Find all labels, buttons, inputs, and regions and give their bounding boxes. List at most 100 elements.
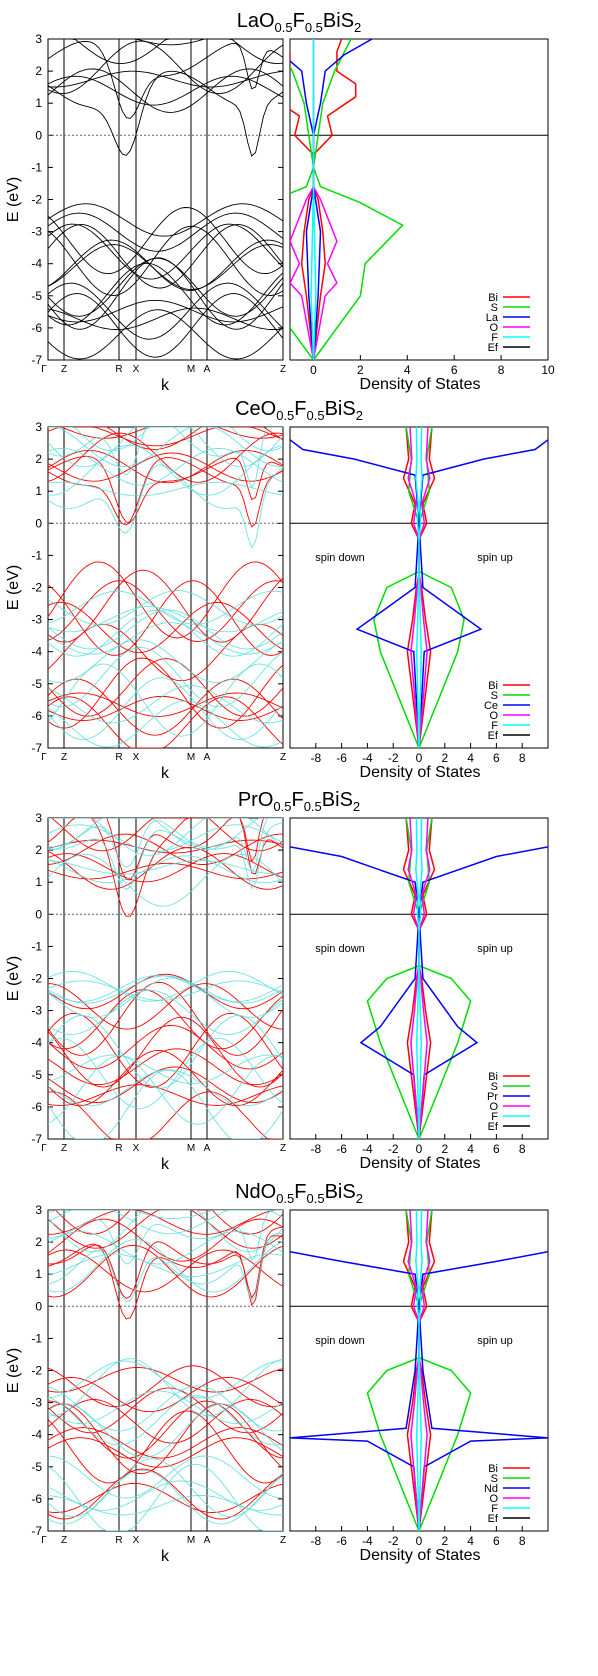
kpoint-label: Z [280, 1143, 286, 1154]
conduction-band [48, 432, 283, 483]
valence-band [48, 580, 283, 642]
conduction-band [48, 427, 283, 450]
conduction-band [48, 1210, 283, 1219]
y-tick-label: 2 [35, 843, 42, 857]
kpoint-label: A [204, 1535, 211, 1546]
kpoint-label: Z [280, 1535, 286, 1546]
kpoint-label: Z [61, 364, 67, 375]
dos-curve-f [310, 39, 317, 360]
dos-curves [290, 818, 548, 1139]
kpoint-label: M [187, 1535, 195, 1546]
legend-label: O [489, 1101, 498, 1113]
title-subscript: 0.5 [276, 408, 294, 423]
valence-band [48, 1494, 283, 1516]
x-tick-label: 0 [416, 1142, 423, 1156]
title-subscript: 2 [354, 20, 361, 35]
dos-x-label: Density of States [360, 764, 481, 781]
title-text: BiS [325, 398, 356, 420]
y-tick-label: -3 [31, 1396, 42, 1410]
x-tick-label: 0 [310, 363, 317, 377]
y-tick-label: -5 [31, 1460, 42, 1474]
conduction-band [48, 40, 283, 95]
conduction-band [48, 427, 283, 468]
x-axis-label: k [161, 765, 170, 782]
valence-band [48, 677, 283, 741]
band-lines [48, 1210, 283, 1531]
valence-band [48, 1012, 283, 1088]
title-text: PrO [238, 789, 274, 811]
valence-band [48, 696, 283, 748]
legend-label: Bi [488, 1463, 498, 1475]
valence-band [48, 1483, 283, 1513]
title-text: LaO [237, 10, 275, 32]
valence-band [48, 590, 283, 626]
x-tick-label: -8 [310, 1142, 321, 1156]
legend-label: Ef [488, 1121, 499, 1133]
valence-band [48, 282, 283, 340]
valence-band [48, 975, 283, 1004]
valence-band [48, 569, 283, 643]
kpoint-label: Z [61, 1143, 67, 1154]
annotation-spin-up: spin up [477, 1335, 512, 1347]
conduction-band [48, 853, 283, 883]
legend-label: Ef [488, 342, 499, 354]
kpoint-label: Γ [41, 752, 47, 763]
legend-label: S [491, 1473, 498, 1485]
legend-label: F [491, 332, 498, 344]
valence-band [48, 1048, 283, 1086]
valence-band [48, 1365, 283, 1408]
dos-x-label: Density of States [360, 376, 481, 393]
x-tick-label: -6 [336, 1534, 347, 1548]
kpoint-label: A [204, 364, 211, 375]
valence-band [48, 1066, 283, 1104]
valence-band [48, 239, 283, 292]
kpoint-label: X [133, 364, 140, 375]
y-axis-label: E (eV) [5, 177, 22, 222]
x-tick-label: -2 [388, 1142, 399, 1156]
y-tick-label: -4 [31, 1036, 42, 1050]
legend-label: S [491, 302, 498, 314]
chart-title: PrO0.5F0.5BiS2 [238, 789, 360, 814]
valence-band [48, 1390, 283, 1424]
dos-curves [290, 427, 548, 748]
conduction-band [48, 427, 283, 489]
y-tick-label: 2 [35, 1235, 42, 1249]
valence-band [48, 1367, 283, 1393]
valence-band [48, 1069, 283, 1107]
dos-curves [290, 1210, 548, 1531]
legend-label: S [491, 1081, 498, 1093]
conduction-band [48, 1210, 283, 1265]
valence-band [48, 1400, 283, 1459]
kpoint-label: Z [280, 752, 286, 763]
conduction-band [48, 447, 283, 486]
y-tick-label: -3 [31, 613, 42, 627]
title-text: NdO [235, 1181, 276, 1203]
conduction-band [48, 822, 283, 891]
valence-band [48, 1054, 283, 1085]
valence-band [48, 1055, 283, 1125]
x-tick-label: 4 [467, 1142, 474, 1156]
valence-band [48, 299, 283, 323]
x-tick-label: 8 [519, 751, 526, 765]
legend-label: Bi [488, 292, 498, 304]
y-tick-label: -7 [31, 1524, 42, 1538]
valence-band [48, 1437, 283, 1468]
dos-curves [290, 39, 404, 360]
x-tick-label: 2 [441, 751, 448, 765]
y-tick-label: -6 [31, 709, 42, 723]
valence-band [48, 700, 283, 748]
kpoint-label: Γ [41, 364, 47, 375]
conduction-band [48, 862, 283, 880]
x-tick-label: -8 [310, 1534, 321, 1548]
valence-band [48, 1385, 283, 1432]
kpoint-label: A [204, 752, 211, 763]
x-tick-label: 6 [493, 1534, 500, 1548]
title-subscript: 2 [356, 1191, 363, 1206]
kpoint-label: Z [61, 752, 67, 763]
valence-band [48, 262, 283, 326]
valence-band [48, 307, 283, 330]
